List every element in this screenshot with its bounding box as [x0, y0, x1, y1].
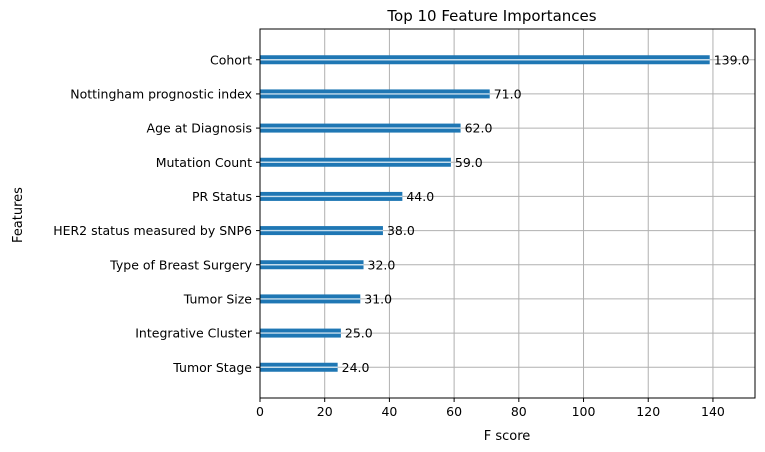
x-tick-label: 20 — [317, 404, 333, 419]
x-tick-label: 100 — [572, 404, 596, 419]
y-tick-label: Nottingham prognostic index — [70, 86, 252, 101]
y-tick-label: PR Status — [192, 189, 252, 204]
bar-value-label: 32.0 — [368, 257, 396, 272]
y-tick-label: Tumor Stage — [172, 360, 252, 375]
bar-value-label: 38.0 — [387, 223, 415, 238]
y-tick-label: HER2 status measured by SNP6 — [53, 223, 252, 238]
x-tick-label: 80 — [511, 404, 527, 419]
y-tick-label: Type of Breast Surgery — [109, 257, 252, 272]
y-tick-label: Cohort — [210, 52, 252, 67]
y-tick-label: Tumor Size — [183, 291, 253, 306]
y-tick-label: Mutation Count — [156, 155, 252, 170]
y-tick-label: Integrative Cluster — [135, 326, 253, 341]
bar-value-label: 71.0 — [494, 86, 522, 101]
x-tick-label: 40 — [381, 404, 397, 419]
bar-value-label: 44.0 — [406, 189, 434, 204]
grid-lines — [259, 29, 755, 398]
bar-value-label: 31.0 — [364, 291, 392, 306]
bar-value-label: 139.0 — [714, 52, 750, 67]
x-tick-label: 0 — [256, 404, 264, 419]
bar-value-label: 62.0 — [465, 121, 493, 136]
chart-title: Top 10 Feature Importances — [386, 7, 596, 25]
bar-value-label: 24.0 — [342, 360, 370, 375]
x-tick-label: 60 — [446, 404, 462, 419]
x-tick-label: 120 — [636, 404, 660, 419]
x-tick-label: 140 — [701, 404, 725, 419]
y-tick-label: Age at Diagnosis — [147, 121, 252, 136]
plot-frame — [259, 28, 756, 399]
x-axis-ticks: 0 20 40 60 80 100 120 140 — [256, 398, 725, 419]
bar-value-label: 25.0 — [345, 326, 373, 341]
bar-value-label: 59.0 — [455, 155, 483, 170]
x-axis-label: F score — [484, 429, 531, 444]
bars: 139.0 71.0 62.0 59.0 44.0 38.0 32.0 31.0 25.0 24.… — [260, 52, 750, 375]
y-axis-label: Features — [11, 187, 26, 243]
y-axis-ticks: Cohort Nottingham prognostic index Age at … — [53, 52, 260, 375]
